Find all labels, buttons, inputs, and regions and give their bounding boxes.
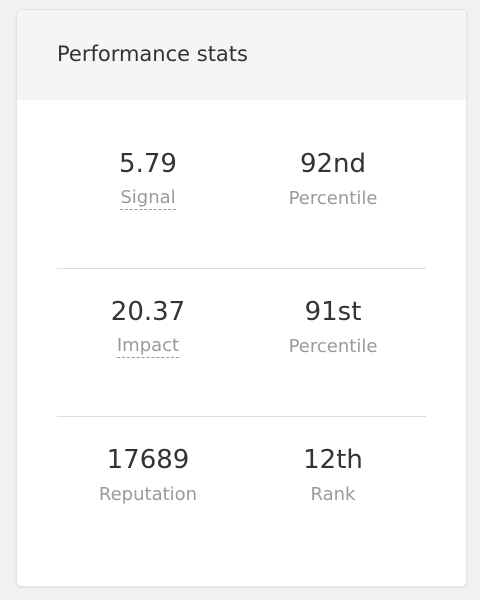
card-title: Performance stats — [57, 42, 248, 66]
card-header: Performance stats — [17, 10, 466, 100]
impact-label-tooltip[interactable]: Impact — [116, 335, 180, 358]
stat-rank: 12th Rank — [243, 440, 423, 507]
rank-label: Rank — [310, 484, 356, 505]
stat-impact: 20.37 Impact — [58, 292, 238, 358]
signal-label-tooltip[interactable]: Signal — [120, 187, 176, 210]
impact-percentile-value: 91st — [304, 297, 362, 327]
impact-percentile-label: Percentile — [288, 336, 378, 357]
signal-percentile-label: Percentile — [288, 188, 378, 209]
divider — [57, 416, 426, 417]
rank-value: 12th — [303, 445, 363, 475]
stat-signal: 5.79 Signal — [58, 144, 238, 210]
stat-signal-percentile: 92nd Percentile — [243, 144, 423, 211]
stat-impact-percentile: 91st Percentile — [243, 292, 423, 359]
reputation-value: 17689 — [106, 445, 190, 475]
signal-value: 5.79 — [119, 149, 177, 179]
performance-stats-card: Performance stats 5.79 Signal 92nd Perce… — [17, 10, 466, 586]
divider — [57, 268, 426, 269]
impact-value: 20.37 — [110, 297, 186, 327]
signal-percentile-value: 92nd — [299, 149, 367, 179]
reputation-label: Reputation — [98, 484, 198, 505]
stat-reputation: 17689 Reputation — [58, 440, 238, 507]
